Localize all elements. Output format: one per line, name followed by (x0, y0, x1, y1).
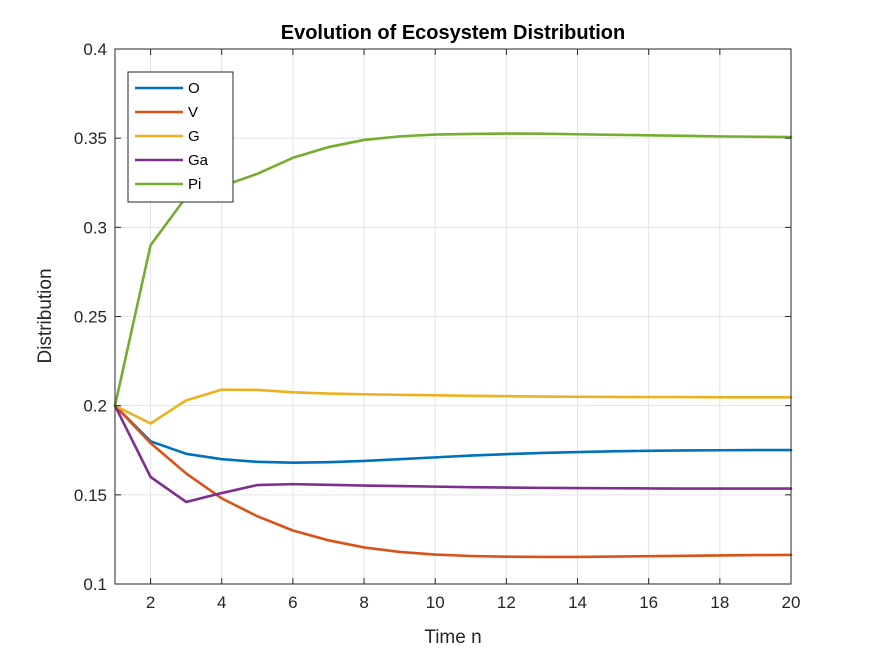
y-tick-labels: 0.1 0.15 0.2 0.25 0.3 0.35 0.4 (74, 40, 107, 594)
y-tick-label: 0.15 (74, 486, 107, 505)
x-tick-label: 6 (288, 593, 297, 612)
chart-title: Evolution of Ecosystem Distribution (281, 22, 625, 44)
x-axis-label: Time n (424, 627, 481, 648)
legend-label: Pi (188, 176, 201, 193)
x-tick-label: 16 (639, 593, 658, 612)
legend-item-o[interactable]: O (135, 80, 200, 97)
y-tick-label: 0.4 (83, 40, 107, 59)
legend-label: V (188, 104, 198, 121)
series-line-ga (113, 404, 793, 504)
y-tick-label: 0.2 (83, 397, 107, 416)
y-axis-label: Distribution (35, 268, 56, 363)
y-tick-label: 0.1 (83, 575, 107, 594)
legend[interactable]: OVG Ga Pi (127, 71, 234, 203)
x-tick-label: 14 (568, 593, 587, 612)
legend-item-v[interactable]: V (135, 104, 198, 121)
series-line-o (113, 404, 793, 465)
legend-label: Ga (188, 152, 209, 169)
x-tick-label: 2 (146, 593, 155, 612)
legend-item-ga[interactable]: Ga (135, 152, 209, 169)
x-tick-label: 8 (359, 593, 368, 612)
series-line-v (113, 404, 793, 559)
legend-item-pi[interactable]: Pi (135, 176, 201, 193)
y-tick-label: 0.25 (74, 308, 107, 327)
y-tick-label: 0.3 (83, 218, 107, 237)
ticks (115, 48, 792, 585)
x-tick-label: 4 (217, 593, 226, 612)
x-tick-labels: 2 4 6 8 10 12 14 16 18 20 (146, 593, 801, 612)
x-tick-label: 18 (710, 593, 729, 612)
series-line-g (113, 388, 793, 425)
x-tick-label: 20 (782, 593, 801, 612)
y-tick-label: 0.35 (74, 129, 107, 148)
legend-item-g[interactable]: G (135, 128, 200, 145)
legend-label: G (188, 128, 200, 145)
x-tick-label: 12 (497, 593, 516, 612)
legend-label: O (188, 80, 200, 97)
x-tick-label: 10 (426, 593, 445, 612)
